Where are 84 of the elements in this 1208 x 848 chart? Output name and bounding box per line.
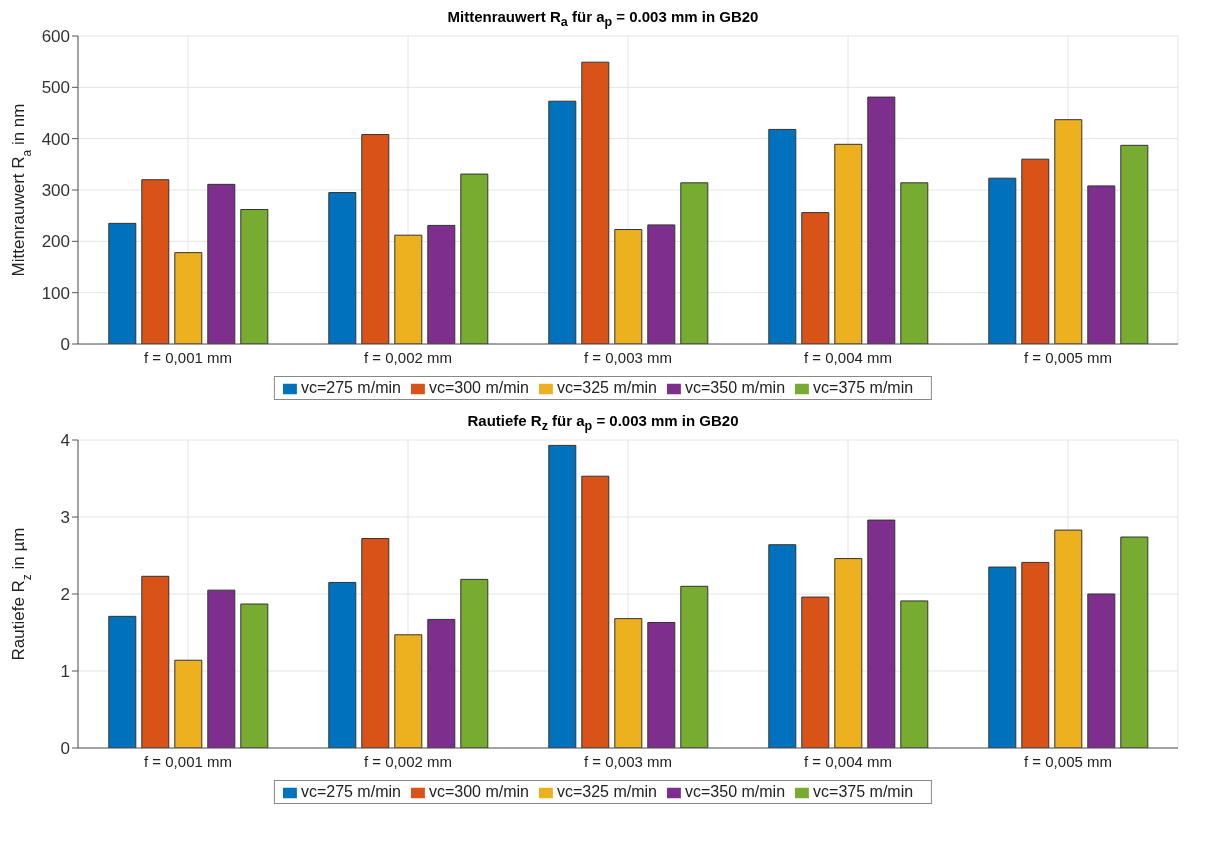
legend-label: vc=350 m/min — [685, 783, 786, 800]
legend-label: vc=275 m/min — [300, 783, 401, 800]
bar — [174, 659, 203, 748]
bar — [768, 128, 797, 344]
bar — [548, 100, 577, 344]
bar — [1120, 144, 1149, 344]
bar — [1120, 536, 1149, 748]
bar — [647, 224, 676, 344]
bar — [1054, 529, 1083, 748]
y-tick-label: 300 — [41, 181, 70, 201]
bar — [108, 222, 137, 344]
bar — [1021, 158, 1050, 344]
bar — [834, 143, 863, 344]
x-tick-label: f = 0,003 mm — [584, 752, 672, 770]
bar — [867, 96, 896, 344]
y-tick-label: 0 — [60, 739, 70, 759]
y-tick-label: 100 — [41, 283, 70, 303]
x-tick-label: f = 0,004 mm — [804, 752, 892, 770]
legend-label: vc=325 m/min — [556, 379, 658, 396]
bar — [801, 212, 830, 344]
bar — [240, 209, 269, 344]
x-tick-label: f = 0,004 mm — [804, 348, 892, 366]
bar — [328, 192, 357, 344]
y-tick-label: 400 — [41, 129, 70, 149]
bar — [427, 224, 456, 344]
bar — [174, 252, 203, 344]
y-tick-label: 200 — [41, 232, 70, 252]
chart-title: Mittenrauwert R$_{a}$ für a$_{p}$ = 0.003 mm in GB20 — [447, 8, 759, 29]
bar — [801, 596, 830, 748]
bar — [680, 585, 709, 748]
bar — [614, 229, 643, 344]
bar — [141, 179, 170, 344]
bar — [108, 615, 137, 748]
x-tick-label: f = 0,001 mm — [144, 752, 232, 770]
legend-label: vc=375 m/min — [813, 783, 914, 800]
legend-label: vc=350 m/min — [685, 379, 786, 396]
x-tick-label: f = 0,005 mm — [1024, 348, 1112, 366]
bar — [361, 134, 390, 344]
y-tick-label: 1 — [60, 662, 70, 682]
y-tick-label: 3 — [60, 508, 70, 528]
bar — [614, 618, 643, 748]
bar — [680, 182, 709, 344]
y-tick-label: 500 — [41, 78, 70, 98]
bar — [768, 544, 797, 748]
legend-label: vc=300 m/min — [428, 783, 529, 800]
bar — [240, 603, 269, 748]
x-tick-label: f = 0,002 mm — [364, 348, 452, 366]
x-tick-label: f = 0,001 mm — [144, 348, 232, 366]
bar — [900, 182, 929, 344]
bar — [988, 566, 1017, 748]
bar — [1087, 185, 1116, 344]
bar — [581, 61, 610, 344]
bar — [647, 621, 676, 748]
bar — [361, 538, 390, 748]
bar — [207, 183, 236, 344]
bar — [427, 618, 456, 748]
bar — [394, 234, 423, 344]
bar — [548, 444, 577, 748]
legend-label: vc=325 m/min — [556, 783, 658, 800]
x-tick-label: f = 0,003 mm — [584, 348, 672, 366]
y-tick-label: 4 — [60, 431, 70, 451]
bar — [1054, 119, 1083, 344]
bar — [141, 575, 170, 748]
y-tick-label: 0 — [60, 335, 70, 355]
legend-label: vc=375 m/min — [813, 379, 914, 396]
bar — [460, 173, 489, 344]
bar — [834, 558, 863, 748]
x-tick-label: f = 0,005 mm — [1024, 752, 1112, 770]
bar — [394, 634, 423, 748]
bar — [581, 475, 610, 748]
bar — [460, 578, 489, 748]
chart-title: Rautiefe R$_{z}$ für a$_{p}$ = 0.003 mm in GB20 — [467, 412, 739, 433]
bar — [988, 177, 1017, 344]
y-tick-label: 600 — [41, 27, 70, 47]
bar — [1021, 561, 1050, 748]
legend-label: vc=300 m/min — [428, 379, 529, 396]
bar — [867, 519, 896, 748]
bar — [900, 600, 929, 748]
y-tick-label: 2 — [60, 585, 70, 605]
bar — [1087, 593, 1116, 748]
x-tick-label: f = 0,002 mm — [364, 752, 452, 770]
bar — [328, 581, 357, 748]
legend-label: vc=275 m/min — [300, 379, 401, 396]
bar — [207, 589, 236, 748]
